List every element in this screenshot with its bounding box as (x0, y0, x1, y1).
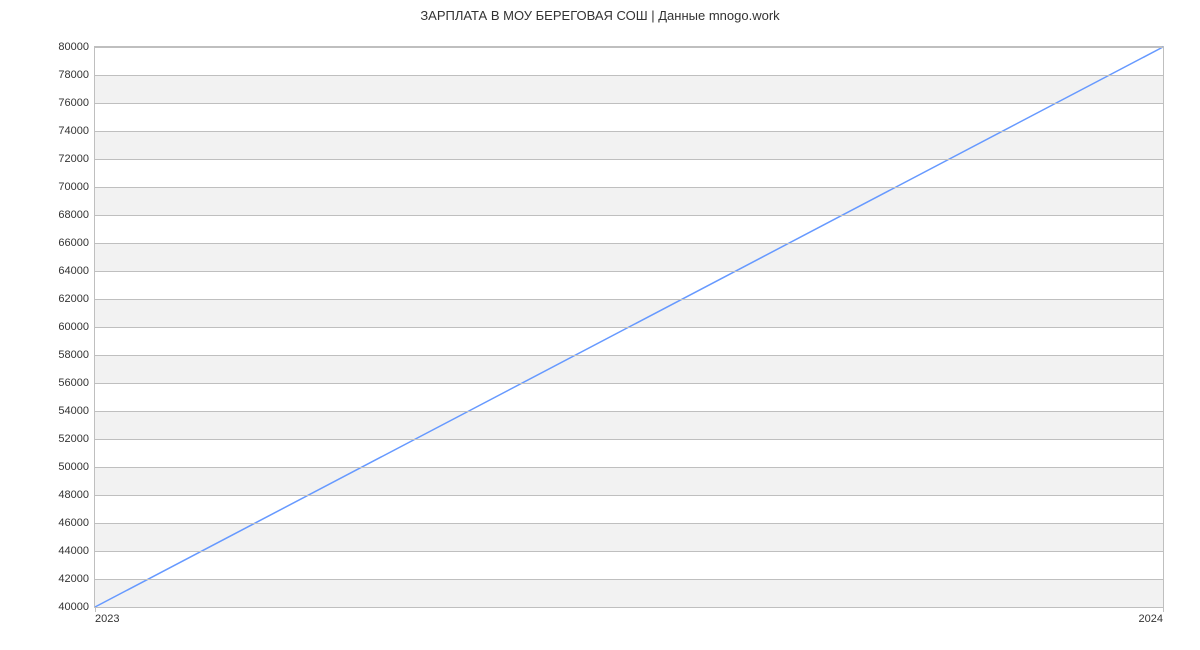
y-tick-label: 52000 (58, 433, 89, 445)
y-gridline (95, 271, 1163, 272)
y-tick-label: 66000 (58, 237, 89, 249)
x-tick-label: 2023 (95, 613, 119, 625)
y-tick-label: 72000 (58, 153, 89, 165)
y-tick-label: 50000 (58, 461, 89, 473)
y-tick-label: 76000 (58, 97, 89, 109)
y-tick-label: 56000 (58, 377, 89, 389)
y-gridline (95, 187, 1163, 188)
y-tick-label: 62000 (58, 293, 89, 305)
y-tick-label: 46000 (58, 517, 89, 529)
y-gridline (95, 131, 1163, 132)
plot-area: 4000042000440004600048000500005200054000… (94, 46, 1164, 608)
y-gridline (95, 75, 1163, 76)
y-tick-label: 80000 (58, 41, 89, 53)
y-gridline (95, 243, 1163, 244)
y-gridline (95, 355, 1163, 356)
y-gridline (95, 159, 1163, 160)
y-tick-label: 78000 (58, 69, 89, 81)
y-gridline (95, 439, 1163, 440)
y-tick-label: 74000 (58, 125, 89, 137)
y-tick-label: 44000 (58, 545, 89, 557)
y-gridline (95, 383, 1163, 384)
y-tick-label: 58000 (58, 349, 89, 361)
y-tick-label: 70000 (58, 181, 89, 193)
y-gridline (95, 215, 1163, 216)
y-tick-label: 42000 (58, 573, 89, 585)
chart-container: ЗАРПЛАТА В МОУ БЕРЕГОВАЯ СОШ | Данные mn… (0, 0, 1200, 650)
y-tick-label: 48000 (58, 489, 89, 501)
y-gridline (95, 579, 1163, 580)
y-gridline (95, 47, 1163, 48)
x-tick-mark (95, 607, 96, 612)
y-gridline (95, 103, 1163, 104)
y-gridline (95, 467, 1163, 468)
x-tick-mark (1163, 607, 1164, 612)
y-gridline (95, 411, 1163, 412)
y-gridline (95, 523, 1163, 524)
y-gridline (95, 299, 1163, 300)
y-tick-label: 54000 (58, 405, 89, 417)
y-gridline (95, 495, 1163, 496)
y-gridline (95, 551, 1163, 552)
y-tick-label: 68000 (58, 209, 89, 221)
chart-title: ЗАРПЛАТА В МОУ БЕРЕГОВАЯ СОШ | Данные mn… (0, 8, 1200, 23)
y-gridline (95, 327, 1163, 328)
x-tick-label: 2024 (1139, 613, 1163, 625)
y-tick-label: 60000 (58, 321, 89, 333)
y-tick-label: 64000 (58, 265, 89, 277)
y-gridline (95, 607, 1163, 608)
y-tick-label: 40000 (58, 601, 89, 613)
